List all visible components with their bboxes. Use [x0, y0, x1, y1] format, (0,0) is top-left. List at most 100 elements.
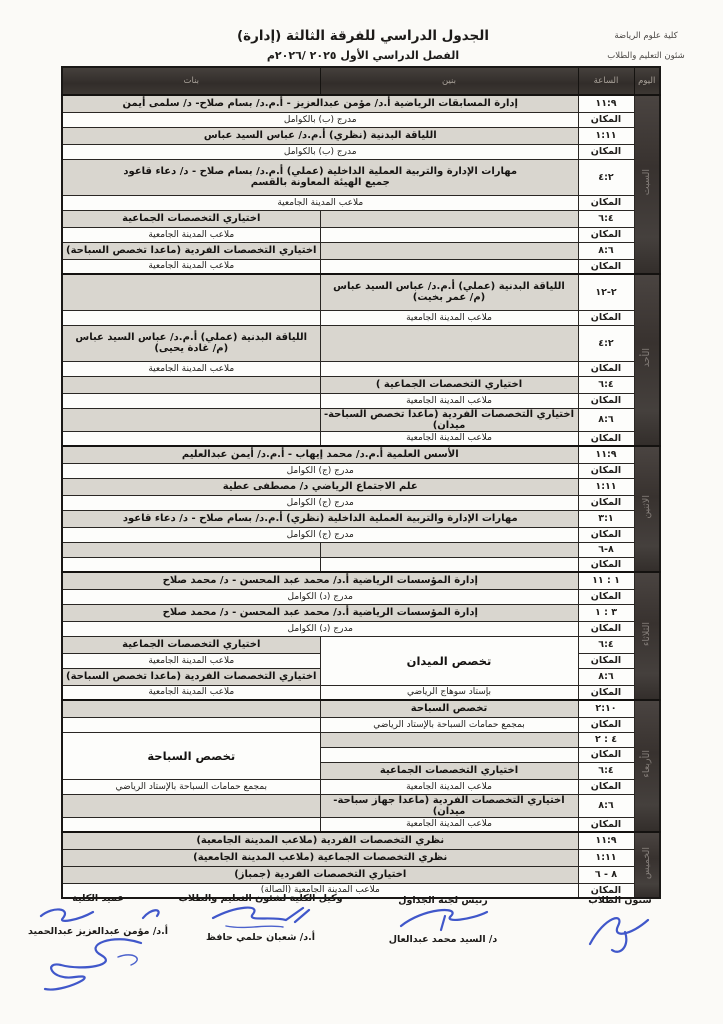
time-cell: المكان [577, 309, 635, 326]
schedule-row: المكان ملاعب المدينة الجامعية [61, 392, 660, 409]
empty-cell [319, 731, 579, 748]
sig-schedule-committee: رئيس لجنة الجداول أ.د/ شعبان حلمي حافظ د… [373, 895, 513, 945]
subject-cell: اللياقة البدنية (نظري) أ.م.د/ عباس السيد… [61, 126, 579, 145]
empty-cell [61, 793, 321, 818]
time-cell: ١ : ١١ [577, 571, 635, 590]
schedule-row: ٦:٤ اختياري التخصصات الجماعية [62, 761, 660, 780]
time-cell: ٣ : ١ [577, 603, 635, 622]
schedule-row: ١:١١ اللياقة البدنية (نظري) أ.م.د/ عباس ا… [61, 126, 660, 145]
empty-cell [319, 241, 579, 260]
schedule-row: المكان مدرج (ج) الكوامل [61, 494, 660, 511]
time-cell: المكان [577, 652, 635, 669]
day-cell-5: الخميس [633, 831, 661, 899]
time-cell: المكان [577, 588, 635, 605]
specialization-cell: تخصص السباحة [61, 731, 321, 780]
place-cell [319, 556, 579, 573]
time-cell: المكان [577, 462, 635, 479]
signature-ink [588, 917, 650, 953]
schedule-row: المكان مدرج (ب) بالكوامل [61, 111, 660, 128]
place-cell: مدرج (ج) الكوامل [61, 526, 579, 543]
day-label: الخميس [641, 846, 653, 880]
time-cell: المكان [577, 556, 635, 573]
schedule-row: ١:١١ علم الاجتماع الرياضي د/ مصطفى عطية [61, 477, 660, 496]
place-cell: ملاعب المدينة الجامعية [61, 226, 321, 243]
empty-cell [319, 209, 579, 228]
place-cell: ملاعب المدينة الجامعية [319, 778, 579, 795]
schedule-table-wrap: اليوم الساعة بنين بنات السبت ١١:٩ إدارة ال… [61, 66, 661, 899]
schedule-row: ٨ - ٦ اختياري التخصصات الفردية (جمباز) [61, 865, 660, 884]
subject-cell: اختياري التخصصات الفردية (ماعدا تخصص الس… [319, 407, 579, 432]
time-cell: ١١:٩ [577, 94, 635, 113]
schedule-body: السبت ١١:٩ إدارة المسابقات الرياضية أ.د/ م… [61, 94, 661, 899]
schedule-row: ٣ : ١ إدارة المؤسسات الرياضية أ.د/ محمد ع… [61, 603, 660, 622]
place-cell [61, 556, 321, 573]
college-name: كلية علوم الرياضة [614, 31, 678, 41]
time-cell: المكان [577, 392, 635, 409]
place-cell: بإستاد سوهاج الرياضي [319, 684, 579, 701]
empty-cell [61, 375, 321, 394]
time-cell: ٦:٤ [577, 209, 635, 228]
place-cell: ملاعب المدينة الجامعية [319, 392, 579, 409]
time-cell: المكان [577, 746, 635, 763]
time-cell: ٦:٤ [577, 375, 635, 394]
place-cell: مدرج (ج) الكوامل [61, 462, 579, 479]
schedule-row: المكان ملاعب المدينة الجامعية [61, 258, 660, 275]
time-cell: ١:١١ [577, 126, 635, 145]
sig-name: أ.د/ شعبان حلمي حافظ [206, 932, 315, 943]
place-cell: مدرج (ج) الكوامل [61, 494, 579, 511]
subject-cell: اختياري التخصصات الفردية (ماعدا تخصص الس… [61, 241, 321, 260]
header-day: اليوم [633, 66, 661, 96]
time-cell: ٨:٦ [577, 667, 635, 686]
place-cell: مدرج (ب) بالكوامل [61, 111, 579, 128]
schedule-row: الأربعاء ٢:١٠ تخصص السباحة [61, 699, 661, 833]
time-cell: ٢:١٠ [577, 699, 635, 718]
time-cell: ٨:٦ [577, 793, 635, 818]
schedule-row: المكان مدرج (د) الكوامل [61, 620, 660, 637]
signatures-area: شئون الطلاب رئيس لجنة الجداول أ.د/ شعبان… [0, 893, 723, 1023]
time-cell: المكان [577, 684, 635, 701]
time-cell: ١١:٩ [577, 445, 635, 464]
time-cell: ٨:٦ [577, 241, 635, 260]
time-cell: ٨:٦ [577, 407, 635, 432]
schedule-row: المكان مدرج (ب) بالكوامل [61, 143, 660, 160]
place-cell: ملاعب المدينة الجامعية [61, 360, 321, 377]
schedule-row: المكان ملاعب المدينة الجامعية [61, 652, 660, 669]
subject-cell: اختياري التخصصات الفردية (جمباز) [61, 865, 579, 884]
sig-name: د/ السيد محمد عبدالعال [388, 934, 498, 945]
sig-label: شئون الطلاب [588, 895, 652, 906]
place-cell [319, 360, 579, 377]
subject-cell: مهارات الإدارة والتربية العملية الداخلية… [61, 158, 579, 196]
subject-cell: إدارة المؤسسات الرياضية أ.د/ محمد عبد ال… [61, 603, 579, 622]
time-cell: ٤ : ٢ [577, 731, 635, 748]
schedule-row: المكان ملاعب المدينة الجامعية [61, 816, 660, 833]
schedule-row: المكان [61, 556, 660, 573]
sig-student-affairs: شئون الطلاب [565, 895, 675, 966]
empty-cell [61, 699, 321, 718]
time-cell: المكان [577, 226, 635, 243]
schedule-row: ٨:٦ اختياري التخصصات الفردية (ماعدا تخصص … [61, 241, 660, 260]
time-cell: المكان [577, 194, 635, 211]
subject-cell: تخصص السباحة [319, 699, 579, 718]
subject-cell: اختياري التخصصات الفردية (ماعدا جهاز سبا… [319, 793, 579, 818]
schedule-row: المكان ملاعب المدينة الجامعية [61, 309, 660, 326]
place-cell: بمجمع حمامات السباحة بالإستاد الرياضي [319, 716, 579, 733]
schedule-row: ٤:٢ مهارات الإدارة والتربية العملية الداخ… [61, 158, 660, 196]
subject-cell: اختياري التخصصات الجماعية ) [319, 375, 579, 394]
place-cell [319, 746, 579, 763]
place-cell [319, 258, 579, 275]
signature-ink [399, 909, 489, 932]
time-cell: ٣:١ [577, 509, 635, 528]
place-cell [61, 716, 321, 733]
place-cell: ملاعب المدينة الجامعية [61, 194, 579, 211]
schedule-row: ٤:٢ اللياقة البدنية (عملي) أ.م.د/ عباس ال… [61, 324, 660, 362]
time-cell: ٦:٤ [577, 635, 635, 654]
schedule-row: السبت ١١:٩ إدارة المسابقات الرياضية أ.د/ م… [61, 94, 661, 275]
subject-cell: اختياري التخصصات الجماعية [61, 635, 321, 654]
day-cell-4: الأربعاء [633, 699, 661, 833]
schedule-row: ٤ : ٢ تخصص السباحة [61, 731, 660, 780]
day-label: الثلاثاء [641, 621, 653, 647]
time-cell: المكان [577, 882, 635, 899]
schedule-row: المكان مدرج (ج) الكوامل [61, 526, 660, 543]
schedule-row: المكان ملاعب المدينة الجامعية [61, 194, 660, 211]
